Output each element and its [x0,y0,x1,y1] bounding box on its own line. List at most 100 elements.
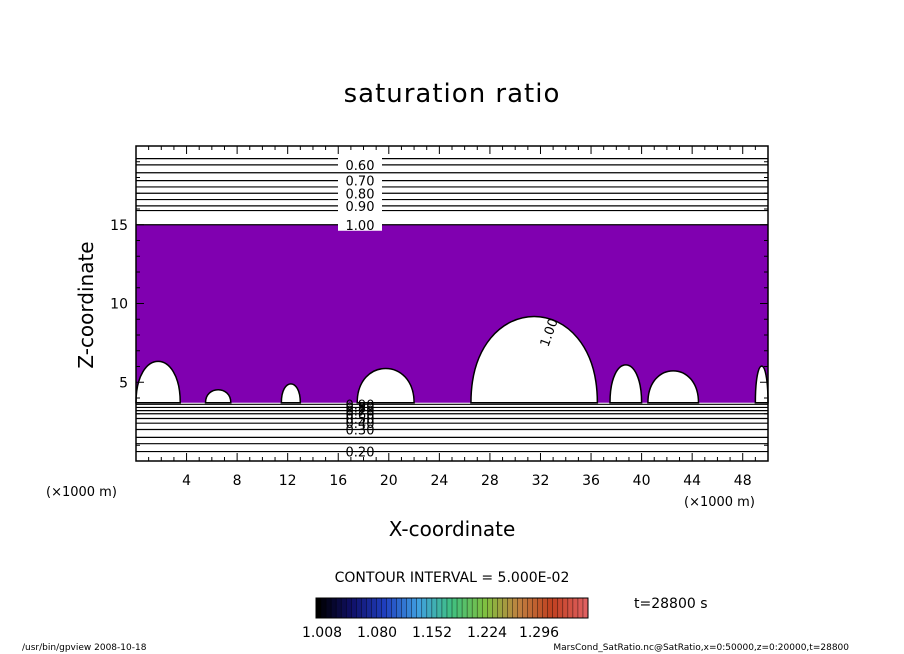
colorbar-swatch-5 [341,598,347,618]
colorbar-swatch-16 [396,598,403,618]
cloud-region-6 [647,370,700,404]
colorbar-swatch-1 [321,598,327,618]
x-tick-label-4: 4 [182,473,191,489]
colorbar-swatch-19 [411,598,418,618]
y-axis-label: Z-coordinate [74,241,98,368]
colorbar-swatch-15 [391,598,398,618]
colorbar-swatch-46 [547,598,554,618]
time-label: t=28800 s [634,596,708,612]
x-tick-label-16: 16 [329,473,347,489]
cloud-region-5 [609,364,643,404]
y-tick-label-5: 5 [119,375,128,391]
x-axis-label: X-coordinate [389,517,516,541]
colorbar-frame [315,597,589,619]
colorbar-swatch-45 [542,598,549,618]
colorbar-label-4: 1.296 [519,625,559,641]
colorbar-swatch-17 [401,598,408,618]
colorbar-swatch-53 [582,598,589,618]
cloud-region-4 [470,315,599,404]
contour-label-bg-upper-0 [338,217,382,231]
y-tick-label-10: 10 [110,297,128,313]
cloud-region-3 [356,367,415,404]
chart-title: saturation ratio [344,79,561,109]
contour-label-lower-5: 0.40 [346,417,375,432]
colorbar-label-0: 1.008 [302,625,342,641]
colorbar-swatch-6 [346,598,352,618]
contour-label-lower-9: 0.20 [346,446,375,461]
contour-label-upper-8: 0.60 [346,159,375,174]
contour-label-bg-upper-8 [338,157,382,171]
colorbar-swatch-33 [482,598,488,618]
colorbar-swatch-3 [331,598,337,618]
footer-left: /usr/bin/gpview 2008-10-18 [22,643,147,653]
colorbar-label-2: 1.152 [412,625,452,641]
colorbar-swatch-24 [436,598,443,618]
colorbar-swatch-36 [497,598,503,618]
contour-interval-text: CONTOUR INTERVAL = 5.000E-02 [335,570,570,586]
colorbar-swatch-10 [366,598,372,618]
x-unit-label-right: (×1000 m) [684,495,755,510]
colorbar-swatch-2 [326,598,332,618]
colorbar-swatch-35 [492,598,498,618]
colorbar-swatch-52 [577,598,584,618]
cloud-region-1 [204,388,232,404]
x-tick-label-12: 12 [279,473,297,489]
colorbar-swatch-42 [527,598,534,618]
colorbar-swatch-27 [452,598,458,618]
colorbar-swatch-0 [316,598,322,618]
colorbar-swatch-20 [416,598,423,618]
x-tick-label-40: 40 [633,473,651,489]
x-tick-label-28: 28 [481,473,499,489]
colorbar-swatch-32 [477,598,483,618]
x-tick-label-44: 44 [683,473,701,489]
x-tick-label-48: 48 [734,473,752,489]
colorbar-swatch-51 [572,598,579,618]
cloud-region-0 [135,360,181,404]
colorbar-swatch-40 [517,598,524,618]
contour-label-upper-6: 0.70 [346,175,375,190]
contour-label-upper-0: 1.00 [346,219,375,234]
x-tick-label-8: 8 [233,473,242,489]
colorbar-swatch-4 [336,598,342,618]
colorbar-swatch-12 [376,598,382,618]
colorbar-swatch-50 [567,598,574,618]
colorbar-label-3: 1.224 [467,625,507,641]
colorbar-swatch-31 [472,598,478,618]
colorbar-swatch-22 [426,598,433,618]
contour-label-lower-4: 0.50 [346,412,375,427]
colorbar-swatch-11 [371,598,377,618]
x-tick-label-24: 24 [430,473,448,489]
x-tick-label-36: 36 [582,473,600,489]
colorbar-swatch-23 [431,598,438,618]
contour-label-bg-upper-2 [338,198,382,212]
contour-label-bg-upper-6 [338,173,382,187]
contour-label-lower-3: 0.60 [346,408,375,423]
colorbar-swatch-26 [446,598,453,618]
colorbar-swatch-34 [487,598,493,618]
colorbar-swatch-48 [557,598,564,618]
colorbar-labels: 1.008 1.080 1.152 1.224 1.296 [302,625,559,641]
contour-label-upper-4: 0.80 [346,187,375,202]
colorbar-swatch-44 [537,598,544,618]
colorbar-swatch-14 [386,598,393,618]
contour-label-bg-upper-4 [338,186,382,200]
colorbar [315,597,589,619]
colorbar-swatch-38 [507,598,513,618]
x-tick-label-32: 32 [532,473,550,489]
colorbar-swatch-8 [356,598,362,618]
x-unit-label-left: (×1000 m) [46,485,117,500]
colorbar-swatch-28 [457,598,463,618]
colorbar-swatch-25 [441,598,448,618]
colorbar-swatch-13 [381,598,388,618]
colorbar-swatch-49 [562,598,569,618]
colorbar-swatch-43 [532,598,539,618]
y-tick-label-15: 15 [110,218,128,234]
colorbar-label-1: 1.080 [357,625,397,641]
colorbar-swatch-7 [351,598,357,618]
colorbar-swatch-30 [467,598,473,618]
cloud-region-2 [280,383,302,404]
colorbar-swatch-29 [462,598,468,618]
colorbar-swatch-41 [522,598,529,618]
contour-label-lower-2: 0.70 [346,405,375,420]
contour-label-lower-0: 0.90 [346,398,375,413]
